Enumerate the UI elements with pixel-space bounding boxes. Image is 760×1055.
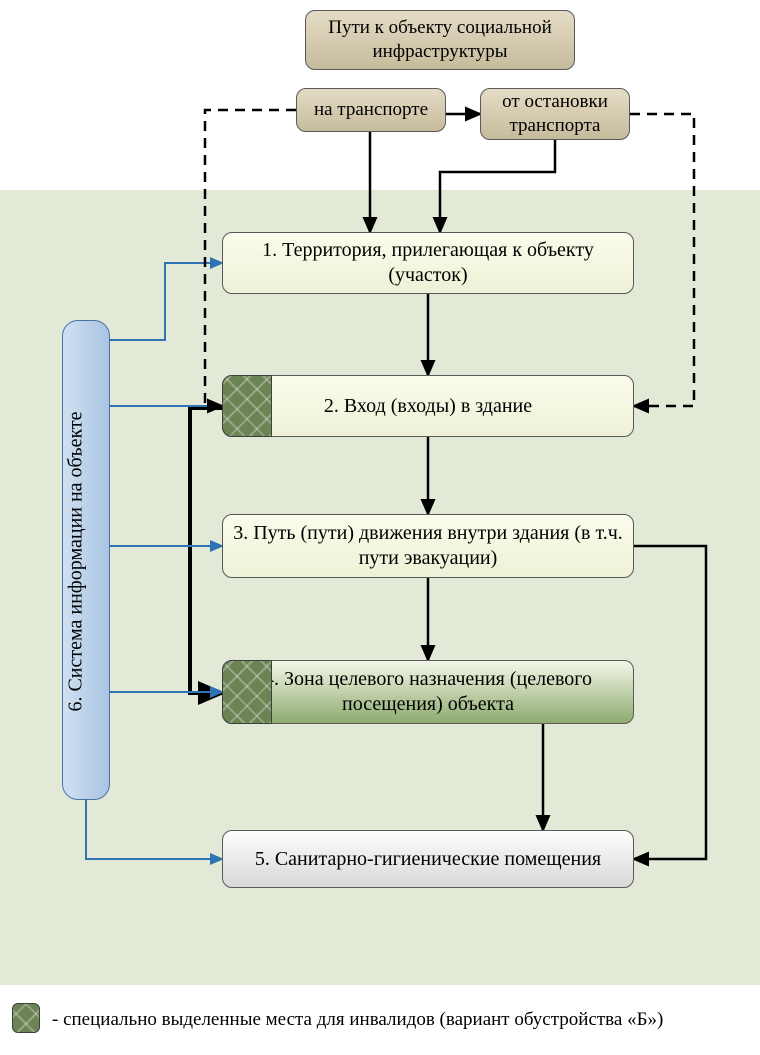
header-left: на транспорте (296, 88, 446, 132)
node-5: 5. Санитарно-гигиенические помещения (222, 830, 634, 888)
node-3: 3. Путь (пути) движения внутри здания (в… (222, 514, 634, 578)
node-2: 2. Вход (входы) в здание (222, 375, 634, 437)
header-right: от остановки транспорта (480, 88, 630, 140)
header-title: Пути к объекту социальной инфраструктуры (305, 10, 575, 70)
sidebar-label: 6. Система информации на объекте (65, 411, 88, 711)
hatch-node-2 (222, 375, 272, 437)
hatch-node-4 (222, 660, 272, 724)
diagram-canvas: Пути к объекту социальной инфраструктуры… (0, 0, 760, 1055)
node-1: 1. Территория, прилегающая к объекту (уч… (222, 232, 634, 294)
legend-swatch (12, 1003, 40, 1033)
legend-text: - специально выделенные места для инвали… (52, 1009, 663, 1031)
node-4: 4. Зона целевого назначения (целевого по… (222, 660, 634, 724)
